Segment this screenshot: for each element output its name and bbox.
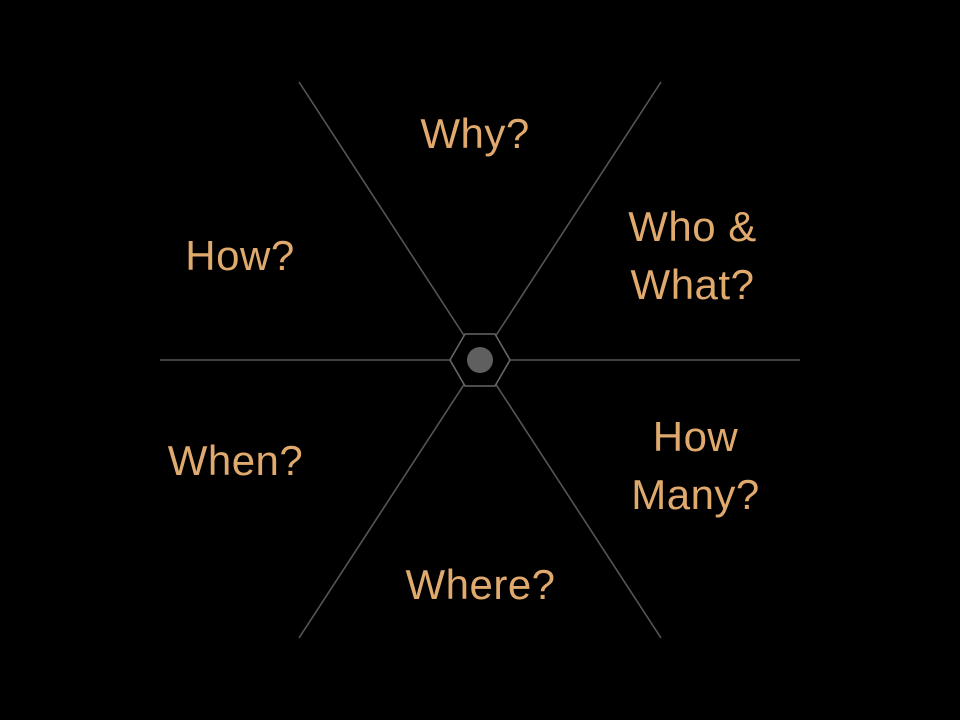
label-how-text: How?	[185, 232, 295, 279]
spoke-diagonal-lower-right	[479, 359, 662, 639]
label-where-text: Where?	[405, 561, 556, 608]
label-where: Where?	[368, 556, 593, 614]
label-who-and-what-line2: What?	[630, 261, 755, 308]
spoke-diagonal-upper-left	[298, 81, 481, 361]
spoke-diagonal-upper-right	[479, 81, 662, 361]
label-how: How?	[140, 227, 340, 285]
label-how-many-line2: Many?	[631, 471, 760, 518]
label-who-and-what-line1: Who &	[628, 203, 757, 250]
label-how-many-line1: How	[652, 413, 739, 460]
label-who-and-what: Who & What?	[585, 198, 800, 314]
label-why: Why?	[380, 105, 570, 163]
label-when-text: When?	[167, 437, 304, 484]
label-how-many: How Many?	[588, 408, 803, 524]
hub-dot	[467, 347, 493, 373]
label-when: When?	[128, 432, 343, 490]
label-why-text: Why?	[420, 110, 530, 157]
spoke-diagonal-lower-left	[298, 359, 481, 639]
